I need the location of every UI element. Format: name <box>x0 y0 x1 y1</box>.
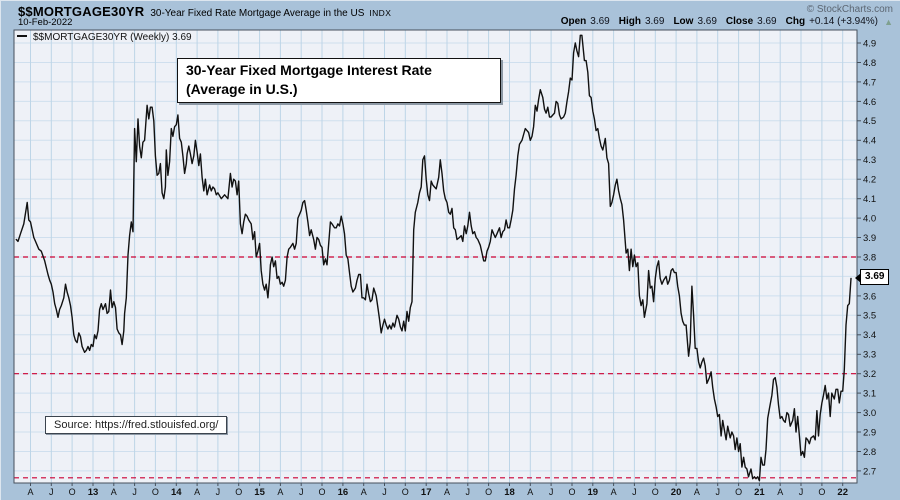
chg-label: Chg <box>785 16 806 27</box>
svg-text:3.0: 3.0 <box>863 408 876 419</box>
svg-text:J: J <box>466 487 471 497</box>
series-line-swatch-icon <box>17 35 27 38</box>
svg-text:J: J <box>49 487 54 497</box>
svg-text:A: A <box>611 487 617 497</box>
price-series-line <box>15 34 852 482</box>
close-value: 3.69 <box>757 16 777 27</box>
svg-text:A: A <box>777 487 783 497</box>
svg-text:22: 22 <box>837 487 848 498</box>
svg-text:4.0: 4.0 <box>863 214 876 225</box>
annotation-line1: 30-Year Fixed Mortgage Interest Rate <box>186 62 432 78</box>
svg-text:4.8: 4.8 <box>863 58 876 69</box>
low-label: Low <box>673 16 694 27</box>
source-box: Source: https://fred.stlouisfed.org/ <box>45 416 228 434</box>
open-value: 3.69 <box>590 16 610 27</box>
svg-text:J: J <box>216 487 221 497</box>
svg-text:21: 21 <box>754 487 765 498</box>
svg-text:3.3: 3.3 <box>863 350 876 361</box>
svg-text:A: A <box>27 487 33 497</box>
svg-text:J: J <box>632 487 637 497</box>
chart-date: 10-Feb-2022 <box>18 17 73 28</box>
svg-text:3.5: 3.5 <box>863 311 876 322</box>
svg-text:2.8: 2.8 <box>863 447 876 458</box>
svg-text:2.9: 2.9 <box>863 427 876 438</box>
svg-text:18: 18 <box>504 487 515 498</box>
change-up-icon: ▲ <box>884 17 893 27</box>
svg-text:4.1: 4.1 <box>863 194 876 205</box>
svg-text:14: 14 <box>171 487 182 498</box>
quote-summary: Open 3.69 High 3.69 Low 3.69 Close 3.69 Chg +0.14… <box>552 16 878 27</box>
svg-text:13: 13 <box>88 487 99 498</box>
open-label: Open <box>560 16 587 27</box>
svg-text:4.5: 4.5 <box>863 116 876 127</box>
chg-value: +0.14 (+3.94%) <box>809 16 878 27</box>
series-legend: $$MORTGAGE30YR (Weekly) 3.69 <box>17 32 192 43</box>
svg-text:A: A <box>277 487 283 497</box>
low-value: 3.69 <box>697 16 717 27</box>
y-axis-labels: 2.72.82.93.03.13.23.33.43.53.63.73.83.94… <box>863 38 876 477</box>
svg-text:O: O <box>485 487 492 497</box>
svg-text:3.1: 3.1 <box>863 389 876 400</box>
svg-text:J: J <box>549 487 554 497</box>
svg-text:A: A <box>361 487 367 497</box>
svg-text:2.7: 2.7 <box>863 466 876 477</box>
svg-text:4.2: 4.2 <box>863 175 876 186</box>
svg-text:19: 19 <box>588 487 599 498</box>
svg-text:J: J <box>299 487 304 497</box>
symbol-label: $$MORTGAGE30YR <box>18 4 145 19</box>
series-legend-label: $$MORTGAGE30YR (Weekly) 3.69 <box>33 32 192 43</box>
svg-text:O: O <box>402 487 409 497</box>
svg-text:A: A <box>194 487 200 497</box>
svg-text:O: O <box>152 487 159 497</box>
high-value: 3.69 <box>644 16 665 27</box>
svg-text:O: O <box>318 487 325 497</box>
svg-text:O: O <box>568 487 575 497</box>
svg-text:3.8: 3.8 <box>863 252 876 263</box>
svg-text:J: J <box>382 487 387 497</box>
svg-text:20: 20 <box>671 487 682 498</box>
last-price-tag: 3.69 <box>854 269 890 286</box>
svg-text:A: A <box>527 487 533 497</box>
annotation-line2: (Average in U.S.) <box>186 81 298 97</box>
svg-text:A: A <box>694 487 700 497</box>
y-axis-ticks <box>857 42 861 472</box>
svg-text:4.4: 4.4 <box>863 136 876 147</box>
svg-text:J: J <box>715 487 720 497</box>
exchange-label: INDX <box>369 8 392 18</box>
svg-text:J: J <box>799 487 804 497</box>
svg-text:3.6: 3.6 <box>863 291 876 302</box>
svg-text:4.6: 4.6 <box>863 97 876 108</box>
svg-text:15: 15 <box>254 487 265 498</box>
svg-text:O: O <box>818 487 825 497</box>
svg-text:A: A <box>111 487 117 497</box>
svg-text:4.9: 4.9 <box>863 38 876 49</box>
svg-text:4.3: 4.3 <box>863 155 876 166</box>
svg-text:3.9: 3.9 <box>863 233 876 244</box>
svg-text:O: O <box>235 487 242 497</box>
x-axis-labels: A J O 13 A J O 14 A J O 15 A J O 16 A J O 17 A J O 18 A J O 19 A J O 20… <box>27 487 847 498</box>
svg-text:J: J <box>132 487 137 497</box>
svg-text:O: O <box>735 487 742 497</box>
threshold-lines <box>14 256 857 479</box>
svg-text:3.2: 3.2 <box>863 369 876 380</box>
svg-text:O: O <box>652 487 659 497</box>
chart-header: $$MORTGAGE30YR 30-Year Fixed Rate Mortgag… <box>18 3 391 21</box>
svg-text:17: 17 <box>421 487 432 498</box>
svg-text:4.7: 4.7 <box>863 77 876 88</box>
svg-text:O: O <box>69 487 76 497</box>
close-label: Close <box>725 16 754 27</box>
svg-text:A: A <box>444 487 450 497</box>
x-axis-ticks <box>30 483 844 486</box>
svg-text:16: 16 <box>338 487 349 498</box>
high-label: High <box>618 16 641 27</box>
svg-text:3.4: 3.4 <box>863 330 876 341</box>
copyright-label: © StockCharts.com <box>806 4 893 15</box>
annotation-box: 30-Year Fixed Mortgage Interest Rate (Av… <box>177 58 501 103</box>
chart-title: 30-Year Fixed Rate Mortgage Average in t… <box>150 8 365 19</box>
